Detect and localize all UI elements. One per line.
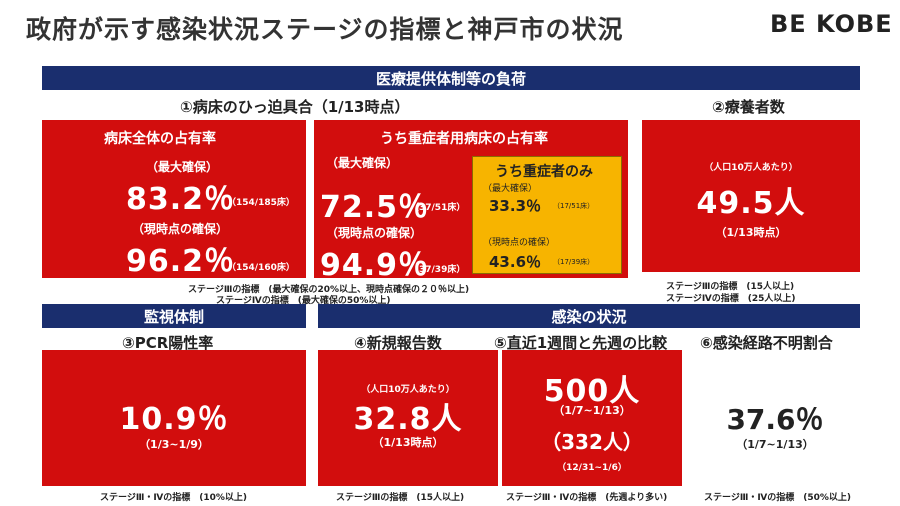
bed-header: ①病床のひっ迫具合（1/13時点） (180, 98, 410, 116)
section-medical-bar: 医療提供体制等の負荷 (42, 66, 860, 90)
overall-cur-label: （現時点の確保） (132, 222, 229, 236)
unknown-panel: 37.6％ （1/7~1/13） (690, 350, 860, 486)
overall-bed-panel: 病床全体の占有率 （最大確保） 83.2％ （154/185床） （現時点の確保… (42, 120, 306, 279)
unknown-value: 37.6％ (726, 403, 824, 436)
section-infection-label: 感染の状況 (551, 307, 627, 326)
pcr-panel: 10.9％ （1/3~1/9） (42, 350, 306, 486)
new-cases-sub: （人口10万人あたり） (361, 385, 455, 395)
recuperating-sub: （人口10万人あたり） (704, 163, 798, 173)
severe-max-detail: （37/51床） (410, 203, 466, 213)
new-cases-value: 32.8人 (353, 402, 463, 437)
severe-cur-label: （現時点の確保） (326, 226, 423, 240)
recuperating-value: 49.5人 (696, 186, 806, 221)
section-medical-label: 医療提供体制等の負荷 (375, 69, 526, 88)
pcr-value: 10.9％ (119, 402, 229, 437)
overall-cur-detail: （154/160床） (227, 263, 295, 273)
severe-cur-detail: （37/39床） (410, 265, 466, 275)
severe-only-max-value: 33.3％ (489, 197, 542, 215)
severe-only-cur-label: （現時点の確保） (483, 238, 556, 248)
pcr-header: ③PCR陽性率 (122, 334, 214, 352)
severe-max-label: （最大確保） (326, 156, 399, 170)
section-infection-bar: 感染の状況 (318, 304, 860, 328)
weekly-note: ステージⅢ・Ⅳの指標 (先週より多い) (506, 493, 668, 503)
weekly-panel: 500人 （1/7~1/13） （332人） （12/31~1/6） (502, 350, 682, 486)
pcr-note: ステージⅢ・Ⅳの指標 (10%以上) (100, 493, 247, 503)
bed-note-stage3: ステージⅢの指標 (最大確保の20%以上、現時点確保の２０％以上) (188, 285, 470, 295)
unknown-header: ⑥感染経路不明割合 (700, 334, 833, 352)
recuperating-header: ②療養者数 (712, 98, 785, 116)
severe-bed-title: うち重症者用病床の占有率 (380, 131, 548, 147)
section-monitoring-bar: 監視体制 (42, 304, 306, 328)
unknown-note: ステージⅢ・Ⅳの指標 (50%以上) (704, 493, 851, 503)
severe-only-title: うち重症者のみ (495, 164, 593, 180)
weekly-value: 500人 (543, 374, 641, 409)
overall-max-value: 83.2％ (126, 182, 236, 217)
section-monitoring-label: 監視体制 (143, 307, 204, 326)
severe-cur-value: 94.9％ (320, 248, 430, 283)
new-cases-panel: （人口10万人あたり） 32.8人 （1/13時点） (318, 350, 498, 486)
severe-only-cur-detail: （17/39床） (553, 258, 595, 266)
overall-bed-title: 病床全体の占有率 (104, 131, 216, 147)
recuperating-note-stage3: ステージⅢの指標 (15人以上) (666, 282, 795, 292)
page-title: 政府が示す感染状況ステージの指標と神戸市の状況 (26, 15, 624, 44)
severe-only-max-label: （最大確保） (483, 184, 538, 194)
overall-max-label: （最大確保） (146, 160, 219, 174)
weekly-prev-date: （12/31~1/6） (557, 463, 627, 473)
new-cases-note: ステージⅢの指標 (15人以上) (336, 493, 465, 503)
severe-only-cur-value: 43.6％ (489, 253, 542, 271)
new-cases-header: ④新規報告数 (354, 334, 442, 352)
weekly-date: （1/7~1/13） (553, 404, 631, 417)
pcr-date: （1/3~1/9） (139, 438, 209, 451)
weekly-prev-value: （332人） (541, 430, 643, 454)
recuperating-date: （1/13時点） (715, 226, 787, 239)
weekly-header: ⑤直近1週間と先週の比較 (494, 334, 668, 352)
severe-max-value: 72.5％ (320, 190, 430, 225)
be-kobe-logo: BE KOBE (770, 10, 893, 38)
overall-max-detail: （154/185床） (227, 198, 295, 208)
new-cases-date: （1/13時点） (372, 436, 444, 449)
recuperating-note-stage4: ステージⅣの指標 (25人以上) (666, 294, 796, 304)
unknown-date: （1/7~1/13） (736, 438, 814, 451)
severe-only-box: うち重症者のみ （最大確保） 33.3％ （17/51床） （現時点の確保） 4… (472, 156, 622, 274)
overall-cur-value: 96.2％ (126, 244, 236, 279)
severe-only-max-detail: （17/51床） (553, 202, 595, 210)
severe-bed-panel: うち重症者用病床の占有率 （最大確保） 72.5％ （37/51床） （現時点の… (314, 120, 628, 283)
bed-note-stage4: ステージⅣの指標 (最大確保の50%以上) (216, 296, 391, 306)
recuperating-panel: （人口10万人あたり） 49.5人 （1/13時点） (642, 120, 860, 272)
